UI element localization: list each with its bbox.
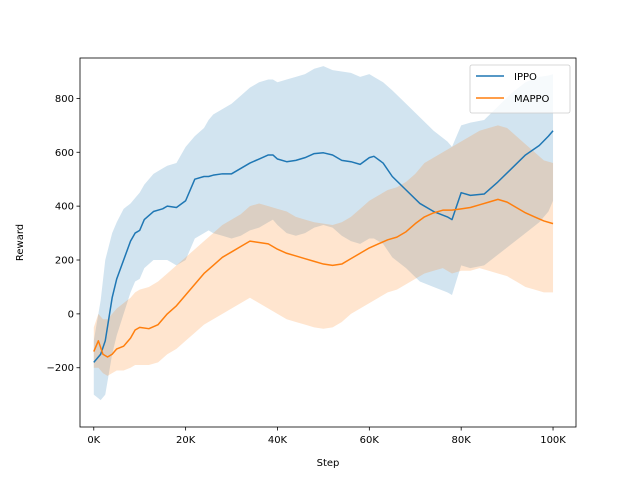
y-tick-label: −200 — [47, 363, 74, 374]
y-tick-label: 800 — [55, 94, 74, 105]
y-tick-label: 0 — [68, 309, 74, 320]
x-axis: 0K 20K 40K 60K 80K 100K — [87, 427, 566, 446]
y-tick-label: 400 — [55, 202, 74, 213]
band-mappo — [93, 125, 554, 376]
x-tick-label: 40K — [268, 435, 288, 446]
x-tick-label: 60K — [360, 435, 380, 446]
plot-frame — [79, 57, 577, 428]
x-tick-label: 80K — [452, 435, 472, 446]
band-ippo — [93, 66, 554, 401]
y-tick-label: 600 — [55, 148, 74, 159]
legend-label-ippo: IPPO — [514, 72, 537, 83]
x-tick-label: 100K — [540, 435, 566, 446]
x-tick-label: 0K — [87, 435, 100, 446]
legend: IPPO MAPPO — [469, 64, 571, 114]
legend-box — [469, 64, 571, 114]
legend-label-mappo: MAPPO — [514, 94, 550, 105]
confidence-bands — [93, 66, 554, 401]
x-tick-label: 20K — [176, 435, 196, 446]
line-ippo — [93, 130, 554, 363]
series-lines — [93, 130, 554, 363]
x-axis-label: Step — [317, 458, 340, 469]
y-tick-label: 200 — [55, 256, 74, 267]
y-axis: −200 0 200 400 600 800 — [47, 94, 80, 374]
y-axis-label: Reward — [15, 224, 26, 261]
line-mappo — [93, 198, 554, 358]
